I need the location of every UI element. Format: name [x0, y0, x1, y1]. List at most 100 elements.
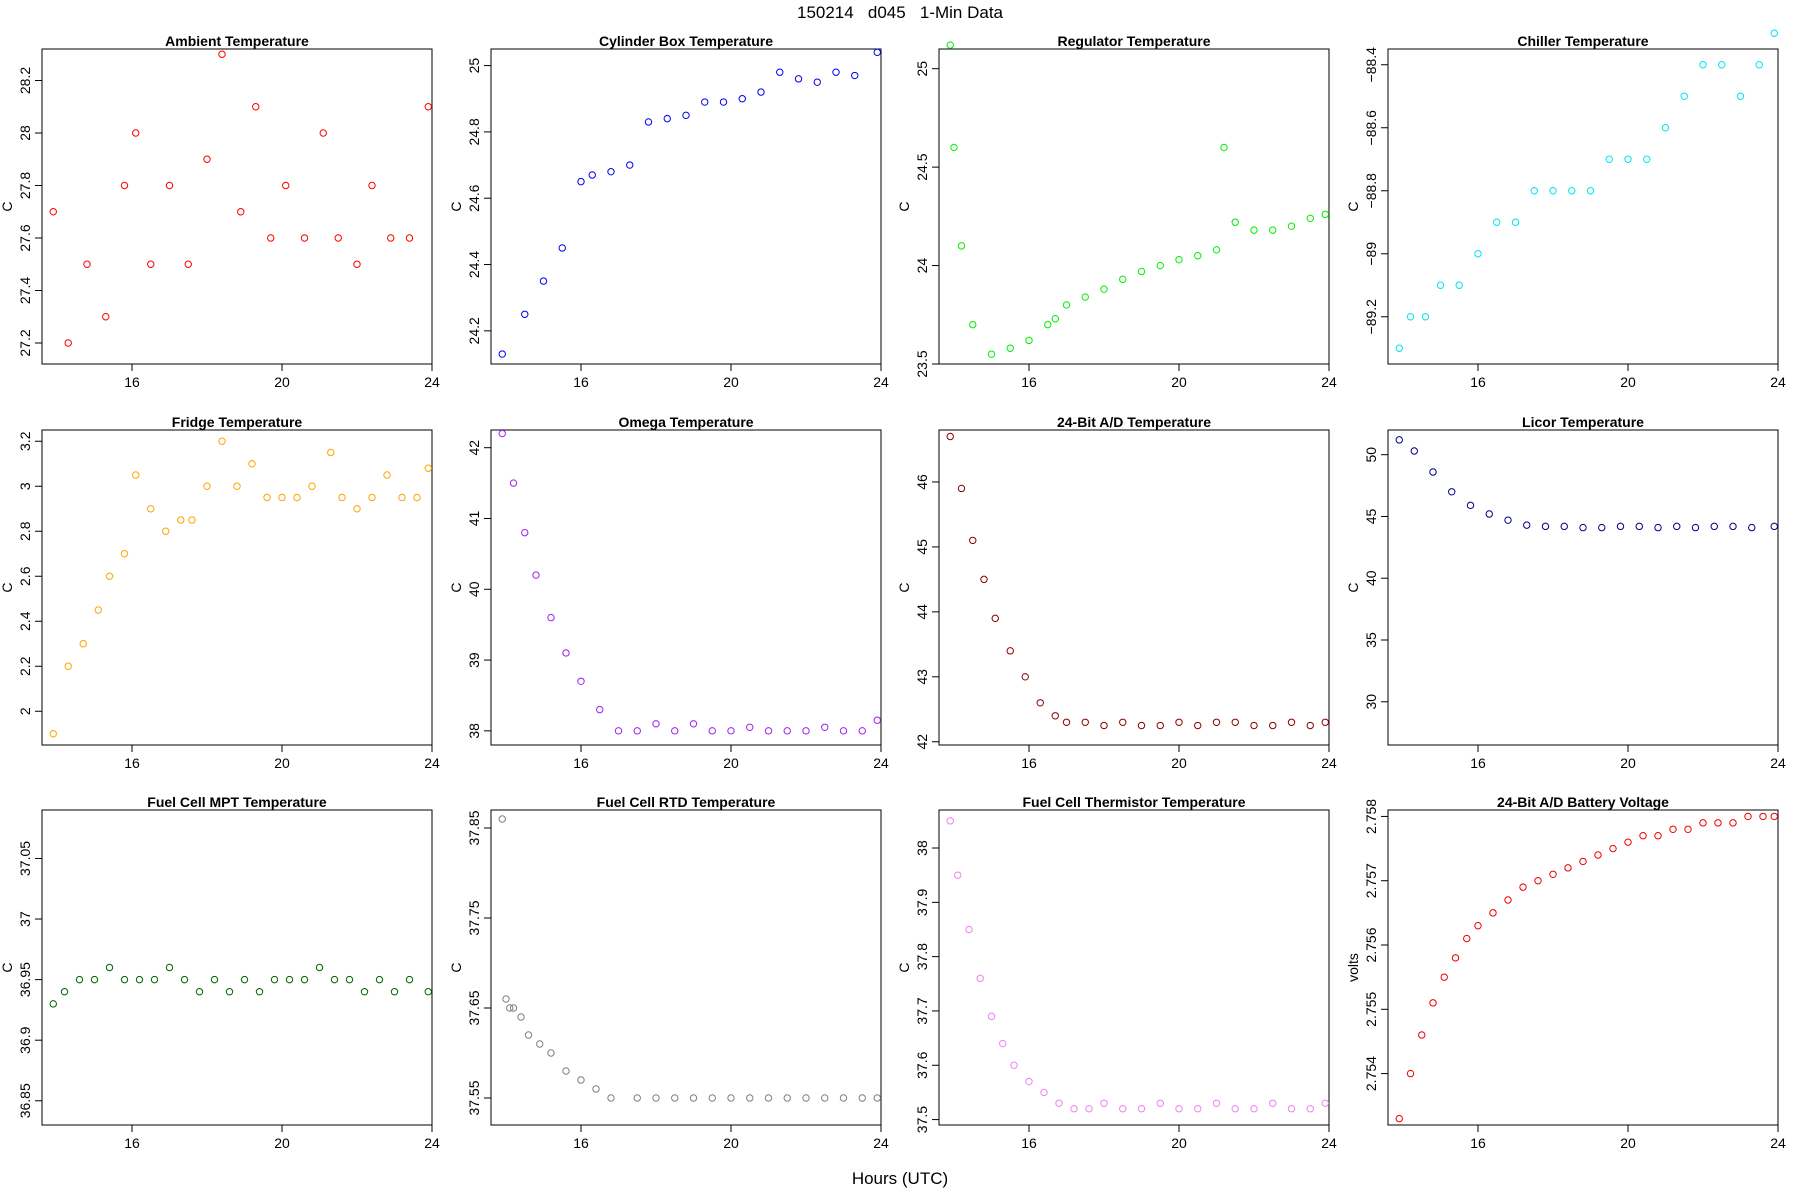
data-point — [49, 208, 57, 216]
plot-frame — [490, 429, 882, 746]
y-axis-label: C — [448, 962, 464, 972]
data-point — [405, 975, 414, 984]
data-point — [1250, 226, 1258, 234]
data-point — [1718, 61, 1726, 69]
x-tick-label: 20 — [1171, 755, 1187, 771]
data-point — [1429, 999, 1437, 1007]
data-point — [1440, 973, 1448, 981]
data-point — [64, 662, 72, 670]
y-axis-label: volts — [1345, 953, 1361, 982]
panel-title: Regulator Temperature — [1058, 33, 1211, 49]
data-point — [1474, 250, 1482, 258]
data-point — [1287, 1105, 1296, 1113]
x-tick-label: 24 — [1321, 1135, 1337, 1151]
y-tick-label: 24 — [914, 258, 930, 274]
y-tick-label: −89.2 — [1363, 299, 1379, 335]
data-point — [75, 975, 84, 984]
data-point — [1006, 647, 1014, 655]
data-point — [1669, 825, 1677, 833]
data-point — [1100, 1099, 1108, 1107]
plot-frame — [938, 809, 1330, 1126]
data-point — [1744, 812, 1752, 821]
data-point — [1321, 210, 1329, 219]
chart-panel: Fuel Cell MPT Temperature 16 20 24 36.85 36.9… — [0, 794, 440, 1151]
plot-frame — [41, 48, 433, 365]
data-point — [1212, 718, 1221, 726]
y-tick-label: 44 — [914, 604, 930, 620]
data-point — [802, 1094, 810, 1102]
y-tick-label: 2.4 — [17, 611, 33, 631]
y-tick-label: −88.8 — [1363, 173, 1379, 209]
data-point — [1156, 721, 1164, 730]
data-point — [757, 88, 765, 96]
data-point — [1119, 1105, 1127, 1113]
y-tick-label: 24.2 — [466, 317, 482, 344]
x-tick-label: 20 — [1171, 374, 1187, 390]
data-point — [1212, 1099, 1221, 1107]
x-tick-label: 16 — [124, 374, 140, 390]
data-point — [390, 988, 399, 996]
y-tick-label: 37.8 — [914, 943, 930, 970]
data-point — [1156, 261, 1164, 270]
data-point — [203, 482, 211, 490]
data-point — [424, 988, 432, 996]
y-tick-label: 39 — [466, 652, 482, 668]
data-point — [1523, 521, 1531, 529]
data-point — [1081, 293, 1089, 301]
y-tick-label: 37.05 — [17, 841, 33, 876]
x-tick-label: 16 — [124, 1135, 140, 1151]
x-tick-label: 16 — [573, 1135, 589, 1151]
data-point — [873, 48, 881, 57]
data-point — [1429, 468, 1437, 476]
data-point — [398, 493, 406, 502]
data-point — [177, 516, 185, 524]
y-tick-label: 37 — [17, 911, 33, 927]
data-point — [383, 471, 391, 479]
panel-title: Cylinder Box Temperature — [599, 33, 773, 49]
data-point — [873, 1094, 881, 1102]
data-point — [1714, 819, 1722, 827]
data-point — [1691, 523, 1700, 532]
data-point — [255, 988, 264, 996]
y-tick-label: 25 — [466, 58, 482, 74]
y-tick-label: 2.756 — [1363, 927, 1379, 962]
data-point — [102, 313, 110, 321]
data-point — [132, 129, 140, 137]
data-point — [1044, 320, 1052, 329]
panel-title: Ambient Temperature — [165, 33, 309, 49]
data-point — [1564, 864, 1572, 872]
y-tick-label: 2.758 — [1363, 799, 1379, 834]
data-point — [1194, 252, 1202, 260]
y-axis-label: C — [448, 201, 464, 211]
data-point — [1770, 522, 1778, 531]
data-point — [562, 649, 570, 657]
data-point — [1137, 1105, 1146, 1113]
data-point — [1455, 281, 1463, 289]
data-point — [502, 995, 510, 1003]
chart-panel: Cylinder Box Temperature 16 20 24 24.2 24.4 24… — [448, 33, 889, 390]
data-point — [1194, 721, 1202, 730]
data-point — [1511, 218, 1520, 226]
data-point — [839, 1094, 848, 1102]
data-point — [1485, 510, 1493, 518]
x-tick-label: 20 — [274, 755, 290, 771]
data-point — [1770, 29, 1778, 37]
data-point — [345, 975, 354, 984]
x-tick-label: 24 — [1770, 1135, 1786, 1151]
data-point — [1395, 344, 1403, 352]
data-point — [293, 493, 301, 502]
data-point — [577, 677, 585, 685]
data-point — [708, 1094, 716, 1102]
y-tick-label: 3 — [17, 482, 33, 490]
data-point — [1036, 699, 1044, 707]
data-point — [360, 988, 369, 996]
y-tick-label: 46 — [914, 474, 930, 490]
data-point — [663, 114, 671, 123]
data-point — [184, 260, 192, 268]
data-point — [132, 471, 140, 479]
figure-title: 150214 d045 1-Min Data — [797, 3, 1004, 22]
y-tick-label: 37.9 — [914, 888, 930, 915]
data-point — [1699, 61, 1707, 69]
data-point — [1504, 516, 1512, 524]
